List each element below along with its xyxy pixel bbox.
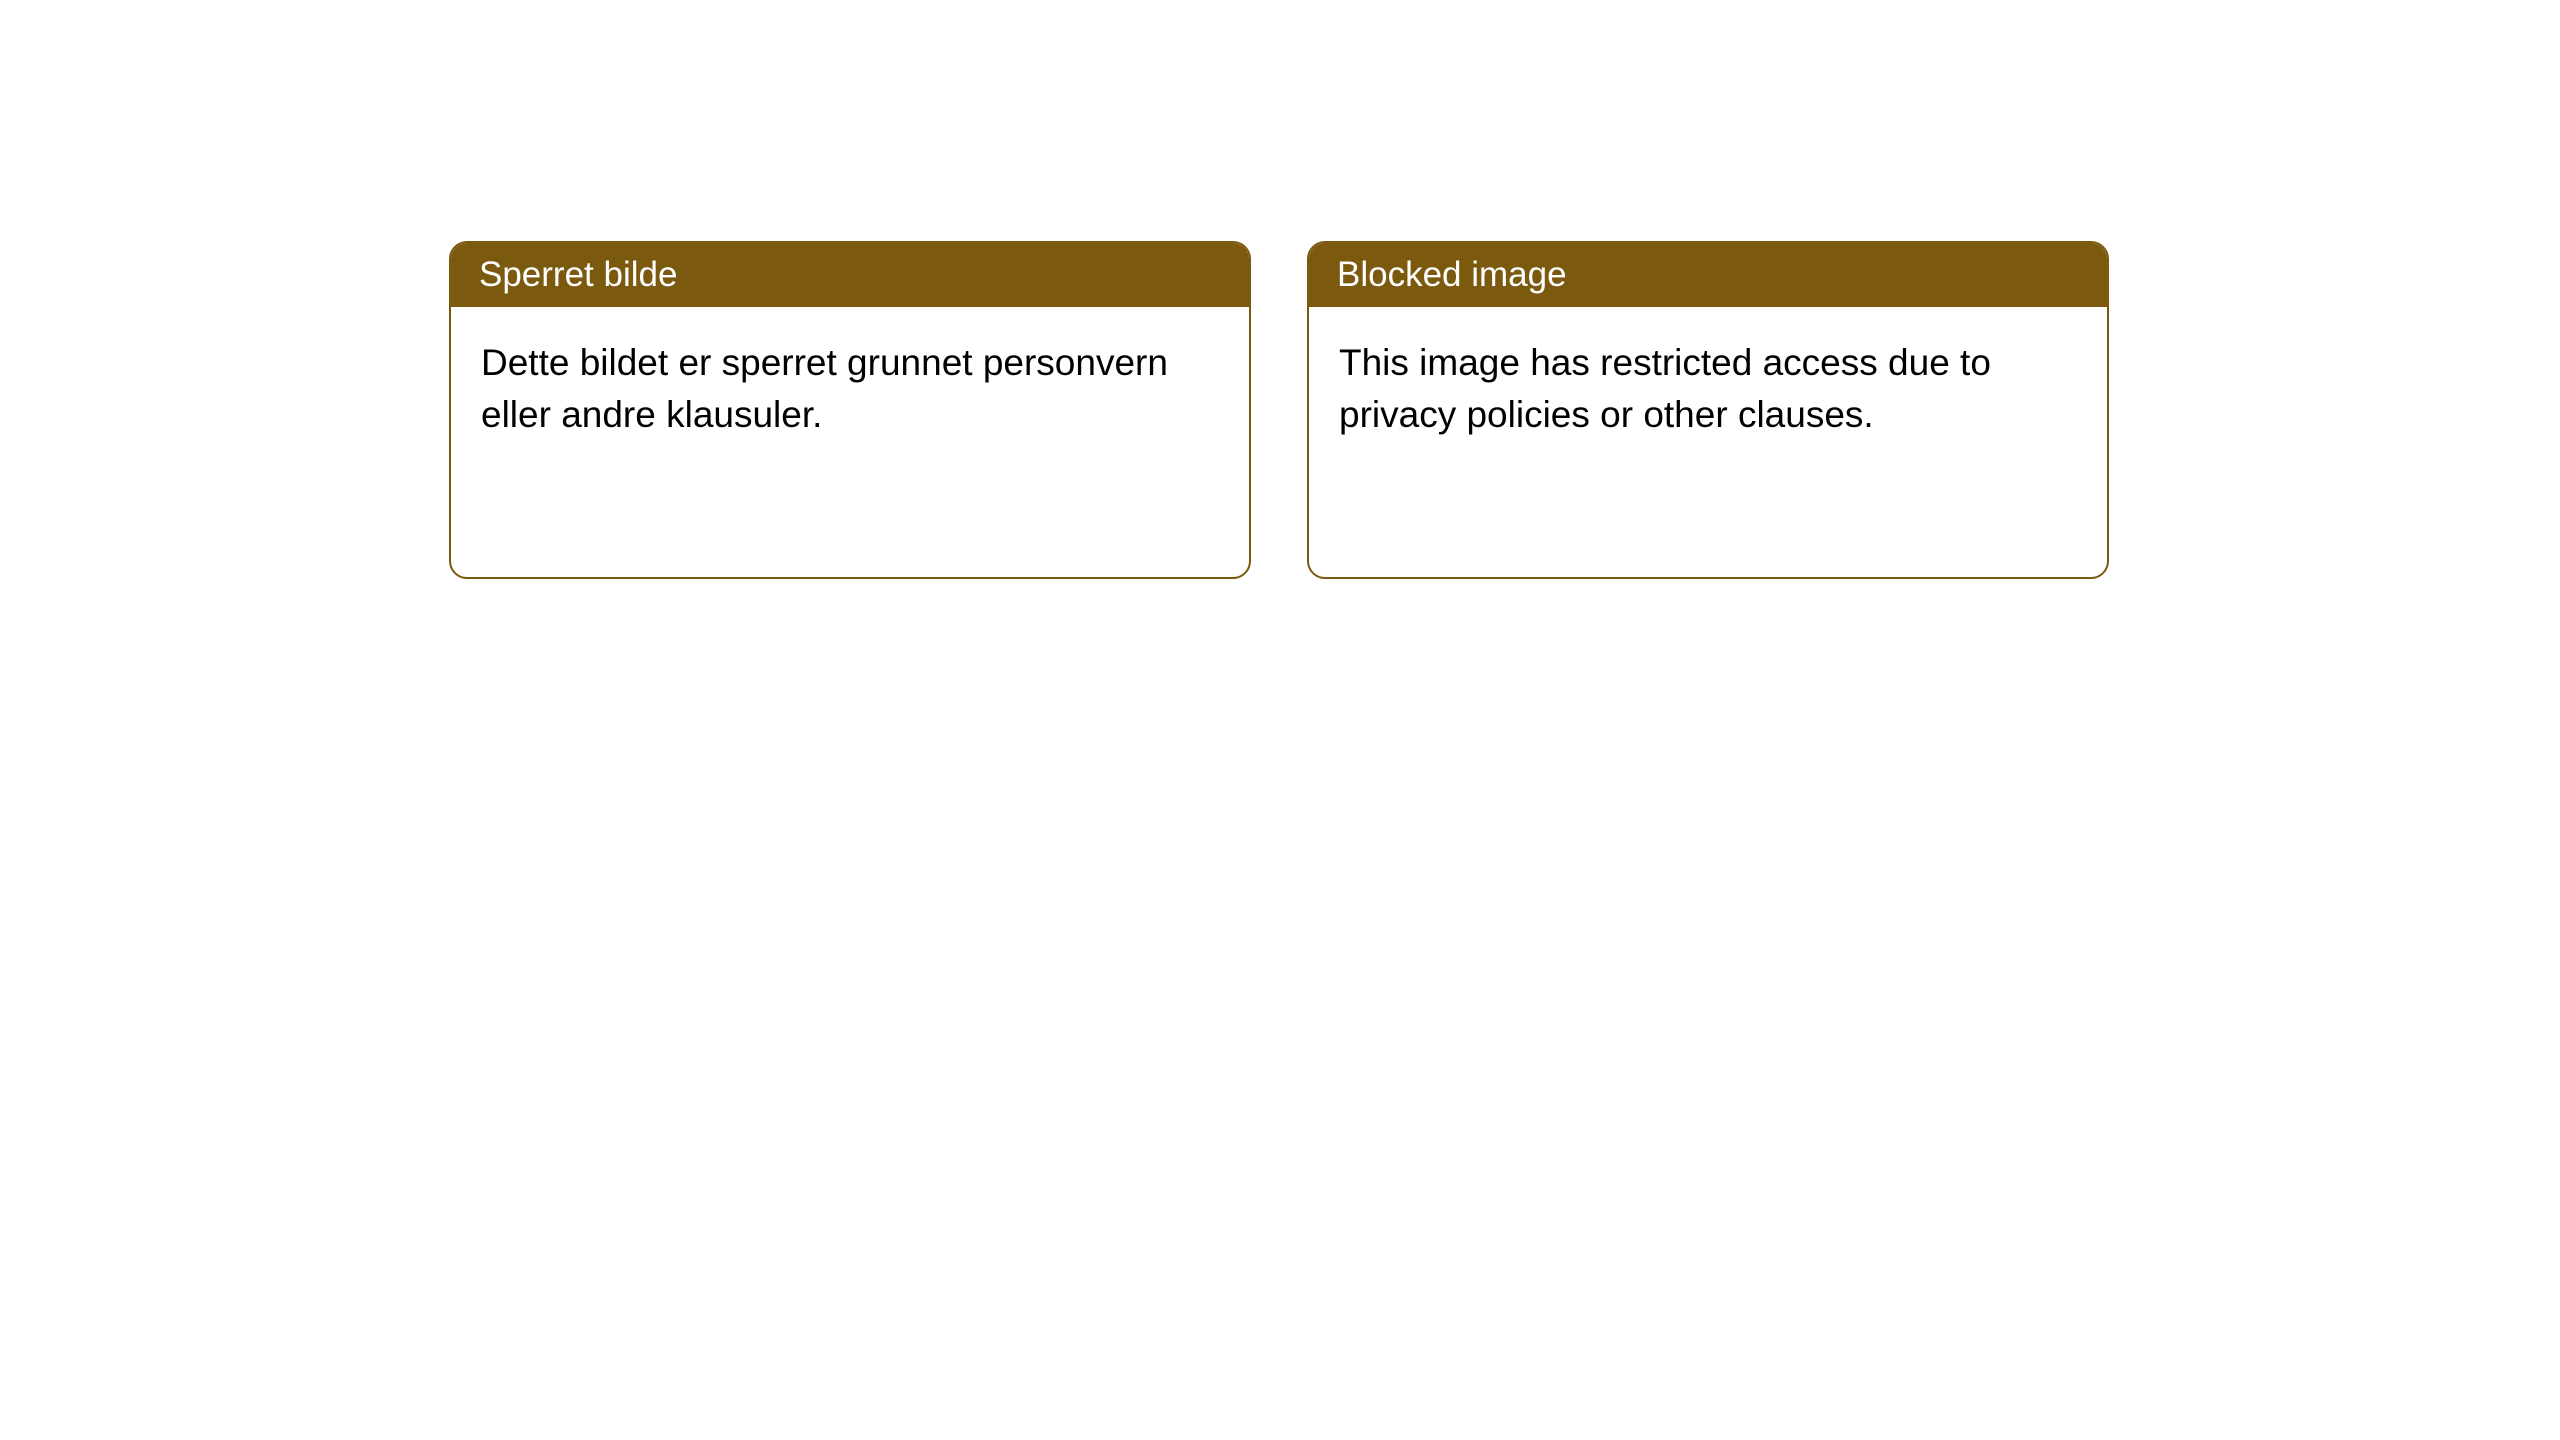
notice-card-message: This image has restricted access due to … (1309, 307, 2107, 577)
notice-card-norwegian: Sperret bilde Dette bildet er sperret gr… (449, 241, 1251, 579)
notice-cards-container: Sperret bilde Dette bildet er sperret gr… (449, 241, 2109, 579)
notice-card-header: Blocked image (1309, 243, 2107, 307)
notice-card-message: Dette bildet er sperret grunnet personve… (451, 307, 1249, 577)
notice-card-header: Sperret bilde (451, 243, 1249, 307)
notice-card-english: Blocked image This image has restricted … (1307, 241, 2109, 579)
